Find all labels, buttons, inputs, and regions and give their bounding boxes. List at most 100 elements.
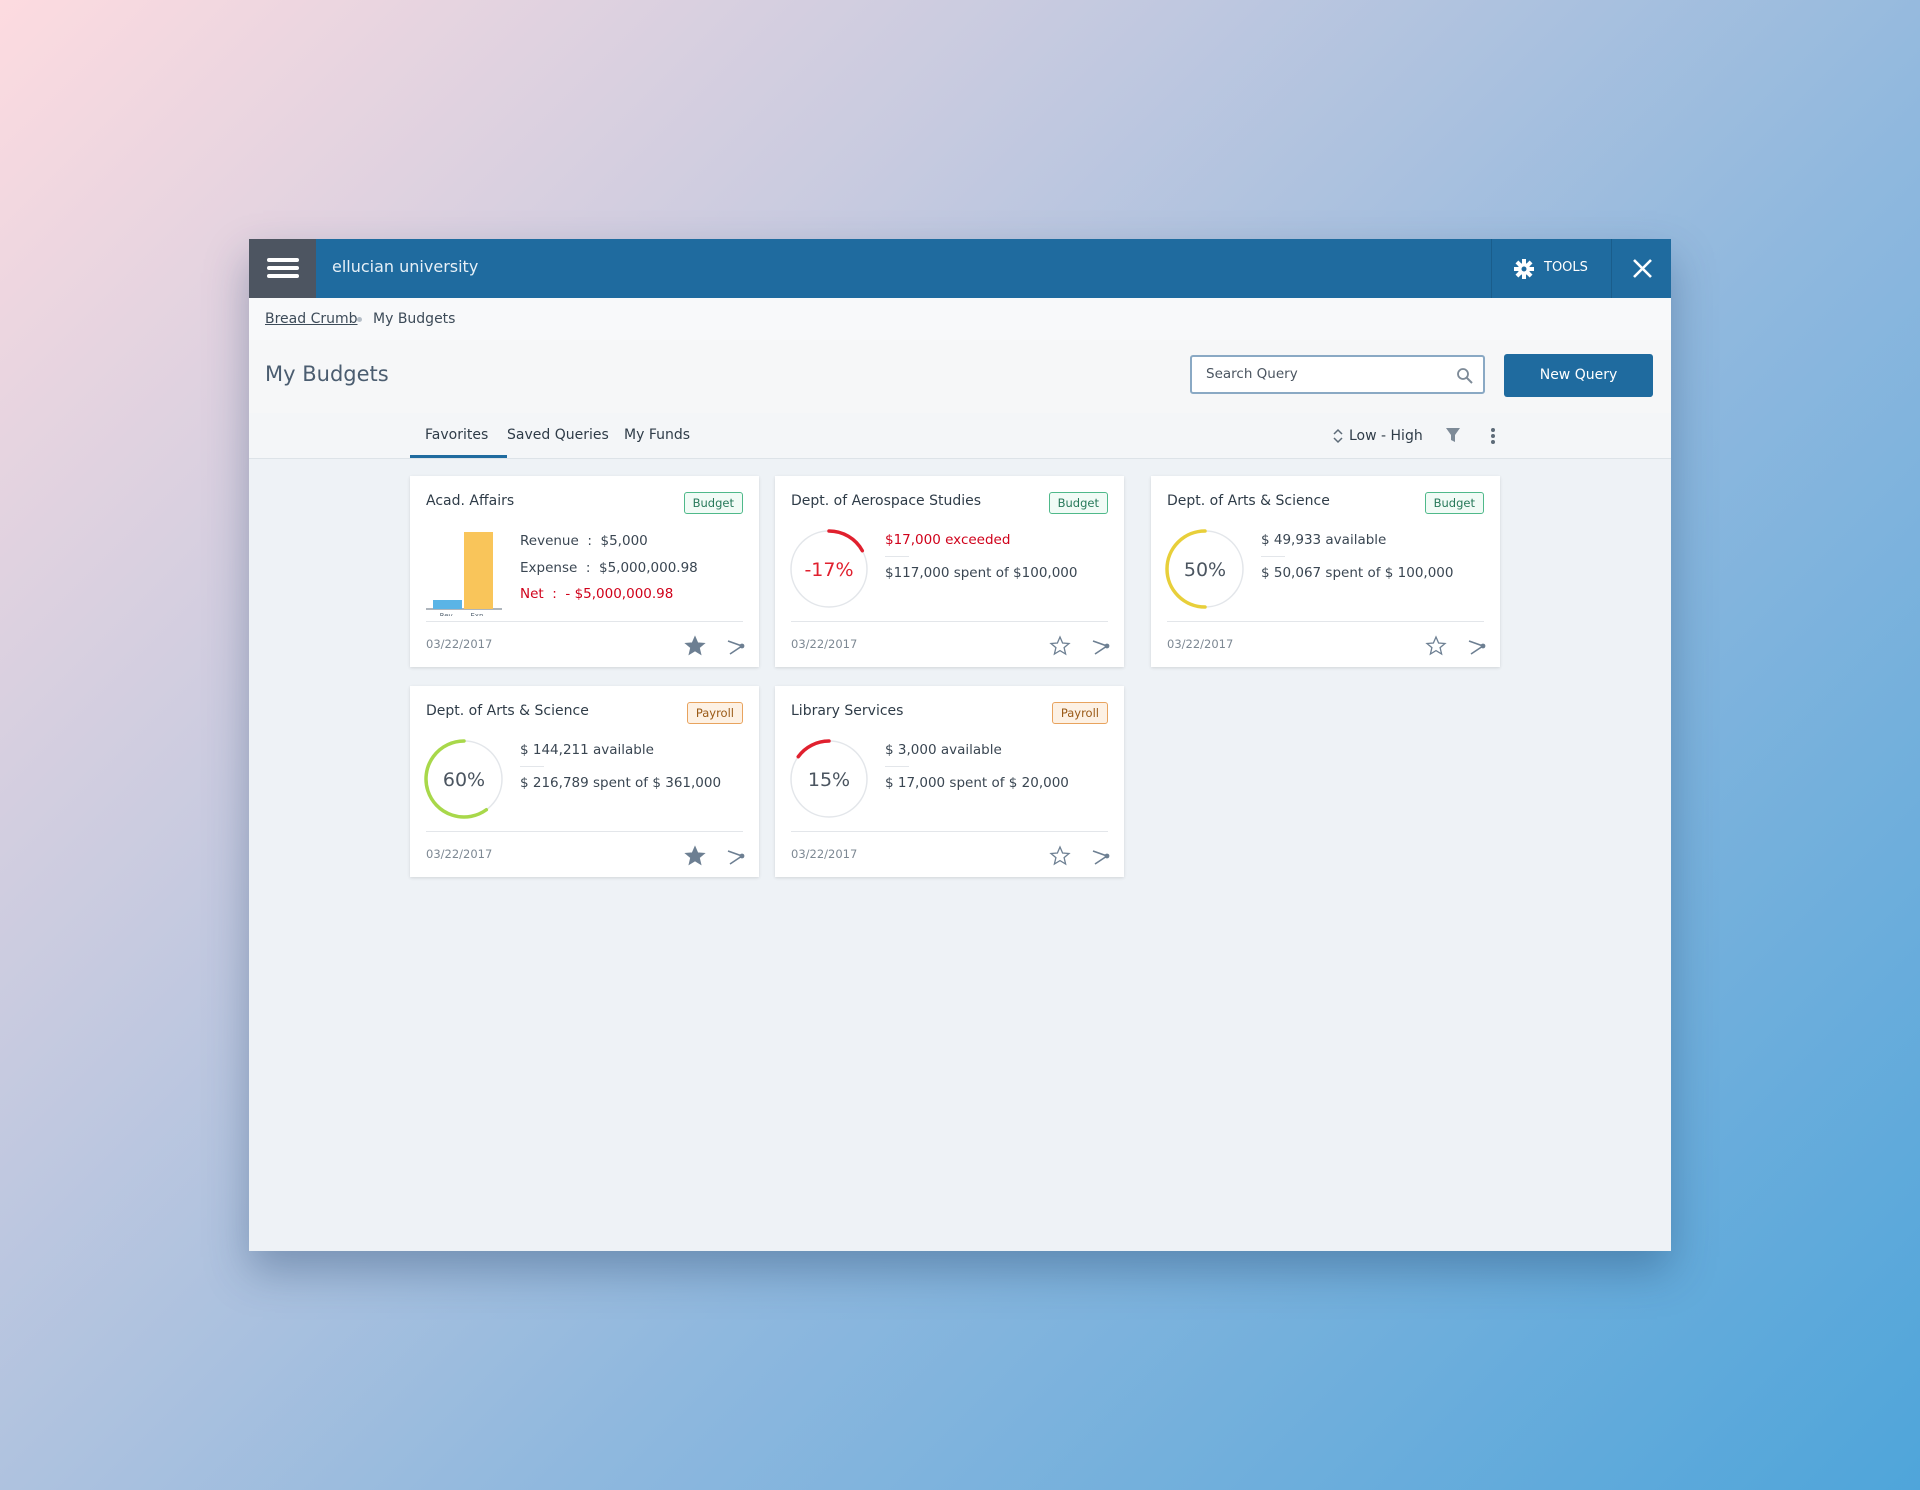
card: Acad. Affairs Budget Rev. Exp. Revenue : $5,…: [410, 476, 759, 667]
close-icon: [1633, 259, 1652, 278]
card-line: $ 17,000 spent of $ 20,000: [885, 775, 1069, 791]
share-dot: [1104, 853, 1110, 859]
gauge-label: 60%: [443, 769, 485, 791]
tools-button[interactable]: TOOLS: [1491, 239, 1612, 298]
menu-button[interactable]: [249, 239, 316, 298]
line-divider: [520, 766, 544, 767]
card-graphic: Rev. Exp.: [426, 532, 502, 616]
search-box[interactable]: Search Query: [1190, 355, 1485, 394]
card-tag: Payroll: [1051, 702, 1108, 724]
favorite-star[interactable]: [1049, 845, 1071, 866]
card-actions: [1049, 845, 1110, 866]
card-line: Net : - $5,000,000.98: [520, 586, 674, 602]
revenue-bar: [433, 600, 462, 609]
card-tag: Payroll: [686, 702, 743, 724]
gauge-label: -17%: [804, 559, 853, 581]
title-bar: My Budgets Search Query New Query: [249, 340, 1671, 414]
expense-bar: [464, 532, 493, 609]
line-divider: [885, 556, 909, 557]
line-divider: [1261, 556, 1285, 557]
share-dot: [739, 643, 745, 649]
card-graphic: 60%: [424, 739, 503, 819]
card-actions: [1425, 635, 1486, 656]
favorite-star[interactable]: [1049, 635, 1071, 656]
gear-icon: [1514, 259, 1534, 279]
card-line: $ 216,789 spent of $ 361,000: [520, 775, 722, 791]
card-title: Library Services: [791, 703, 904, 719]
filter-icon[interactable]: [1445, 427, 1461, 444]
card-line: $ 144,211 available: [520, 742, 654, 758]
card-graphic: -17%: [790, 529, 868, 608]
favorite-star[interactable]: [1425, 635, 1447, 656]
card-title: Acad. Affairs: [426, 493, 515, 509]
sort-label[interactable]: Low - High: [1349, 428, 1423, 444]
card-line: Expense : $5,000,000.98: [520, 560, 698, 576]
card-tag: Budget: [1424, 492, 1484, 514]
card-line: $17,000 exceeded: [885, 532, 1011, 548]
breadcrumb-bar: Bread Crumb My Budgets: [249, 298, 1671, 341]
tab[interactable]: Saved Queries: [507, 427, 609, 443]
card-actions: [1049, 635, 1110, 656]
breadcrumb-link[interactable]: Bread Crumb: [265, 311, 358, 327]
card-date: 03/22/2017: [791, 847, 858, 861]
gauge-arc: [1165, 529, 1207, 609]
card-date: 03/22/2017: [426, 847, 493, 861]
card: Dept. of Arts & Science Payroll 60% $ 144,2…: [410, 686, 759, 877]
card-divider: [426, 621, 743, 622]
card-date: 03/22/2017: [1167, 637, 1234, 651]
card-title: Dept. of Arts & Science: [1167, 493, 1330, 509]
card-date: 03/22/2017: [791, 637, 858, 651]
app-window: ellucian university TOOLS Bread Crumb My…: [249, 239, 1671, 1251]
card-divider: [791, 831, 1108, 832]
share-icon[interactable]: [727, 850, 744, 865]
tab[interactable]: My Funds: [624, 427, 691, 443]
page-title: My Budgets: [265, 362, 389, 386]
tab[interactable]: Favorites: [425, 427, 489, 443]
card: Library Services Payroll 15% $ 3,000 availa…: [775, 686, 1124, 877]
close-button[interactable]: [1611, 239, 1672, 298]
card-line: $ 49,933 available: [1261, 532, 1387, 548]
share-dot: [739, 853, 745, 859]
brand: ellucian university: [332, 257, 479, 276]
search-icon: [1457, 368, 1473, 384]
card: Dept. of Arts & Science Budget 50% $ 49,933…: [1151, 476, 1500, 667]
share-dot: [1480, 643, 1486, 649]
card-line: $ 50,067 spent of $ 100,000: [1261, 565, 1454, 581]
card-date: 03/22/2017: [426, 637, 493, 651]
card-line: Revenue : $5,000: [520, 533, 648, 549]
tab-underline: [410, 455, 507, 458]
favorite-star[interactable]: [684, 635, 706, 656]
tools-label: TOOLS: [1544, 260, 1588, 275]
gauge-arc: [424, 739, 489, 819]
card-divider: [426, 831, 743, 832]
sort-icon: [1333, 428, 1343, 444]
gauge-label: 15%: [808, 769, 850, 791]
line-divider: [885, 766, 909, 767]
chart-label: Exp.: [470, 612, 485, 616]
card-line: $117,000 spent of $100,000: [885, 565, 1078, 581]
card-line: $ 3,000 available: [885, 742, 1002, 758]
favorite-star[interactable]: [684, 845, 706, 866]
card-actions: [684, 845, 745, 866]
card: Dept. of Aerospace Studies Budget -17% $17,…: [775, 476, 1124, 667]
card-graphic: 50%: [1165, 529, 1244, 609]
header: ellucian university TOOLS: [249, 239, 1671, 298]
card-divider: [1167, 621, 1484, 622]
gauge-arc: [796, 739, 831, 759]
card-title: Dept. of Arts & Science: [426, 703, 589, 719]
share-icon[interactable]: [1092, 850, 1109, 865]
share-dot: [1104, 643, 1110, 649]
gauge-arc: [827, 529, 865, 553]
share-icon[interactable]: [1092, 640, 1109, 655]
breadcrumb-dot: [357, 317, 362, 322]
card-actions: [684, 635, 745, 656]
breadcrumb-current: My Budgets: [373, 311, 456, 327]
new-query-button[interactable]: New Query: [1504, 354, 1653, 397]
share-icon[interactable]: [727, 640, 744, 655]
card-tag: Budget: [683, 492, 743, 514]
tab-bar: Favorites Saved Queries My Funds Low - H…: [249, 413, 1671, 459]
share-icon[interactable]: [1468, 640, 1485, 655]
more-icon[interactable]: [1490, 427, 1496, 445]
gauge-label: 50%: [1184, 559, 1226, 581]
